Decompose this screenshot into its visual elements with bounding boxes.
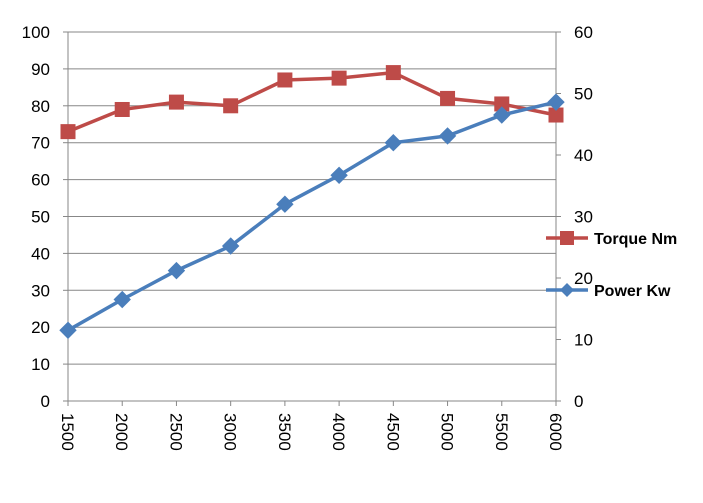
- data-point-square: [331, 70, 347, 86]
- data-point-diamond: [438, 127, 457, 145]
- legend-marker-diamond: [560, 283, 574, 297]
- gridlines: [68, 31, 556, 365]
- x-tick-label: 4500: [383, 413, 402, 451]
- data-point-square: [60, 124, 76, 140]
- legend-marker-square: [560, 231, 574, 245]
- y2-tick-label: 60: [574, 23, 593, 42]
- y-tick-label: 20: [31, 318, 50, 337]
- y2-tick-label: 20: [574, 269, 593, 288]
- series-lines: [67, 70, 557, 332]
- axes: 0 10 20 30 40 50 60 70 80 90 100 0 10 20 30 40 50 60 1500 2…: [22, 23, 593, 451]
- y-tick-label: 60: [31, 171, 50, 190]
- data-point-diamond: [167, 261, 186, 280]
- data-point-diamond: [384, 133, 403, 152]
- y-tick-label: 70: [31, 134, 50, 153]
- data-point-diamond: [276, 195, 294, 213]
- y-tick-label: 100: [22, 23, 50, 42]
- x-tick-label: 4000: [329, 413, 348, 451]
- y-tick-label: 0: [41, 392, 50, 411]
- y2-tick-label: 40: [574, 146, 593, 165]
- data-point-diamond: [493, 106, 511, 124]
- x-tick-label: 1500: [58, 413, 77, 451]
- y-tick-label: 40: [31, 244, 50, 263]
- x-tick-label: 2500: [166, 413, 185, 451]
- data-point-square: [223, 98, 239, 114]
- legend-label: Torque Nm: [594, 231, 677, 248]
- x-tick-label: 3000: [221, 413, 240, 451]
- data-point-diamond: [113, 290, 131, 309]
- data-point-diamond: [330, 166, 348, 185]
- y-tick-label: 80: [31, 97, 50, 116]
- data-point-square: [114, 101, 130, 117]
- y2-tick-label: 0: [574, 392, 583, 411]
- series-markers: [59, 65, 565, 339]
- x-tick-label: 5000: [438, 413, 457, 451]
- data-point-square: [440, 90, 456, 106]
- data-point-diamond: [221, 237, 240, 255]
- y2-tick-label: 50: [574, 85, 593, 104]
- legend-label: Power Kw: [594, 283, 671, 300]
- legend: Torque Nm Power Kw: [546, 231, 677, 300]
- x-tick-label: 2000: [112, 413, 131, 451]
- y2-tick-label: 10: [574, 331, 593, 350]
- y2-tick-label: 30: [574, 208, 593, 227]
- x-tick-label: 6000: [546, 413, 565, 451]
- data-point-square: [385, 65, 401, 81]
- data-point-diamond: [547, 93, 565, 111]
- y-tick-label: 90: [31, 60, 50, 79]
- series-line: [67, 100, 557, 332]
- x-tick-label: 5500: [492, 413, 511, 451]
- y-tick-label: 30: [31, 281, 50, 300]
- series-line: [67, 70, 557, 134]
- x-tick-label: 3500: [275, 413, 294, 451]
- data-point-diamond: [59, 321, 77, 339]
- y-tick-label: 50: [31, 208, 50, 227]
- data-point-square: [168, 94, 184, 110]
- data-point-square: [277, 72, 293, 88]
- y-tick-label: 10: [31, 355, 50, 374]
